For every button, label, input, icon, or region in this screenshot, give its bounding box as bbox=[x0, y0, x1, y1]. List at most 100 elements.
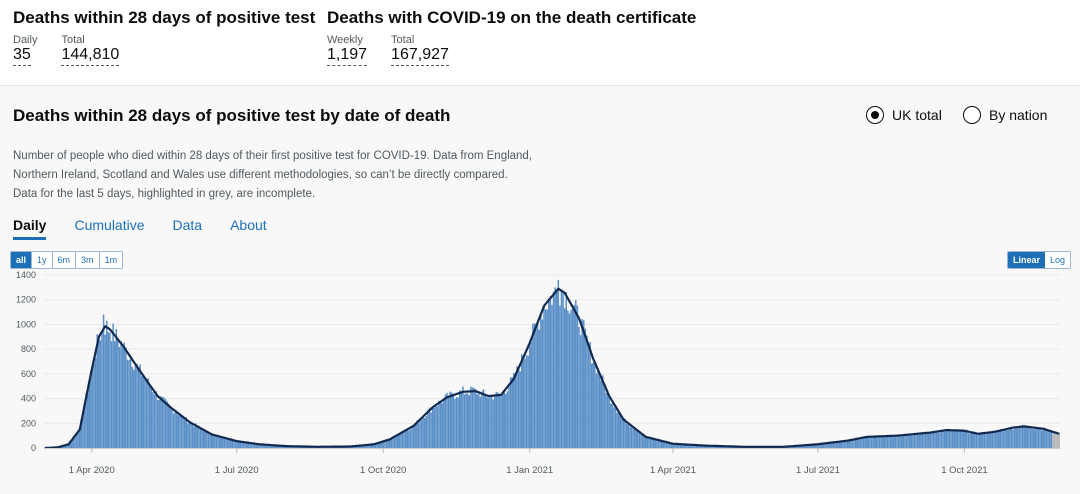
daily-deaths-bar bbox=[526, 355, 527, 448]
daily-deaths-bar bbox=[160, 396, 161, 448]
daily-deaths-bar bbox=[947, 429, 948, 448]
daily-deaths-bar bbox=[510, 377, 511, 448]
daily-deaths-bar bbox=[209, 435, 210, 448]
daily-deaths-bar bbox=[602, 375, 603, 448]
daily-deaths-bar bbox=[593, 362, 594, 448]
daily-deaths-bar bbox=[842, 441, 843, 448]
daily-deaths-bar bbox=[130, 358, 131, 448]
daily-deaths-bar bbox=[1020, 427, 1021, 448]
daily-deaths-bar bbox=[985, 434, 986, 448]
daily-deaths-bar bbox=[473, 388, 474, 448]
daily-deaths-bar bbox=[615, 408, 616, 448]
daily-deaths-bar bbox=[577, 306, 578, 448]
daily-deaths-bar bbox=[131, 367, 132, 448]
daily-deaths-bar bbox=[165, 399, 166, 448]
daily-deaths-bar bbox=[984, 432, 985, 448]
daily-deaths-bar bbox=[504, 392, 505, 448]
daily-deaths-bar bbox=[151, 388, 152, 448]
y-tick-label: 0 bbox=[31, 443, 36, 453]
daily-deaths-bar bbox=[484, 394, 485, 448]
daily-deaths-bar bbox=[928, 432, 929, 448]
daily-deaths-bar bbox=[548, 299, 549, 448]
daily-deaths-bar bbox=[856, 439, 857, 448]
daily-deaths-bar bbox=[874, 436, 875, 448]
daily-deaths-bar bbox=[523, 360, 524, 448]
daily-deaths-bar bbox=[934, 433, 935, 448]
daily-deaths-bar bbox=[887, 436, 888, 448]
daily-deaths-bar bbox=[440, 402, 441, 448]
daily-deaths-bar bbox=[400, 433, 401, 448]
daily-deaths-bar bbox=[163, 397, 164, 448]
daily-deaths-bar bbox=[453, 396, 454, 448]
daily-deaths-bar bbox=[476, 394, 477, 448]
daily-deaths-bar bbox=[488, 398, 489, 448]
daily-deaths-bar bbox=[434, 408, 435, 448]
daily-deaths-bar bbox=[228, 439, 229, 448]
daily-deaths-bar bbox=[1023, 426, 1024, 448]
daily-deaths-bar bbox=[122, 347, 123, 448]
daily-deaths-bar bbox=[941, 430, 942, 448]
daily-deaths-bar bbox=[449, 392, 450, 448]
daily-deaths-bar bbox=[558, 280, 559, 448]
daily-deaths-bar bbox=[127, 359, 128, 448]
daily-deaths-bar bbox=[953, 430, 954, 448]
daily-deaths-bar bbox=[969, 433, 970, 448]
daily-deaths-bar bbox=[427, 410, 428, 448]
daily-deaths-bar bbox=[629, 426, 630, 448]
daily-deaths-bar bbox=[513, 373, 514, 448]
daily-deaths-bar bbox=[205, 430, 206, 448]
daily-deaths-bar bbox=[955, 430, 956, 448]
daily-deaths-bar bbox=[480, 397, 481, 448]
daily-deaths-bar bbox=[395, 436, 396, 448]
daily-deaths-bar bbox=[651, 439, 652, 448]
daily-deaths-bar bbox=[399, 435, 400, 448]
daily-deaths-bar bbox=[858, 439, 859, 448]
daily-deaths-bar bbox=[952, 430, 953, 448]
y-tick-label: 1400 bbox=[16, 270, 36, 280]
daily-deaths-bar bbox=[173, 413, 174, 448]
daily-deaths-bar bbox=[933, 432, 934, 448]
daily-deaths-bar bbox=[391, 439, 392, 448]
daily-deaths-bar bbox=[198, 426, 199, 448]
daily-deaths-bar bbox=[435, 406, 436, 448]
daily-deaths-bar bbox=[575, 300, 576, 448]
daily-deaths-bar bbox=[920, 433, 921, 448]
daily-deaths-bar bbox=[580, 335, 581, 448]
daily-deaths-bar bbox=[182, 416, 183, 448]
daily-deaths-bar bbox=[569, 313, 570, 448]
daily-deaths-bar bbox=[454, 399, 455, 448]
daily-deaths-bar bbox=[939, 432, 940, 448]
daily-deaths-bar bbox=[909, 436, 910, 448]
daily-deaths-bar bbox=[901, 435, 902, 448]
daily-deaths-bar bbox=[922, 432, 923, 448]
daily-deaths-bar bbox=[639, 433, 640, 448]
daily-deaths-bar bbox=[216, 435, 217, 448]
daily-deaths-bar bbox=[589, 342, 590, 448]
daily-deaths-bar bbox=[92, 364, 93, 448]
daily-deaths-bar bbox=[869, 436, 870, 448]
daily-deaths-bar bbox=[492, 400, 493, 448]
daily-deaths-bar bbox=[993, 431, 994, 448]
daily-deaths-bar bbox=[462, 387, 463, 448]
daily-deaths-bar bbox=[981, 434, 982, 448]
daily-deaths-bar bbox=[895, 437, 896, 448]
daily-deaths-bar bbox=[915, 434, 916, 448]
daily-deaths-bar bbox=[392, 438, 393, 448]
daily-deaths-bar bbox=[965, 430, 966, 448]
daily-deaths-bar bbox=[208, 433, 209, 448]
daily-deaths-bar bbox=[621, 417, 622, 448]
daily-deaths-bar bbox=[884, 436, 885, 448]
daily-deaths-bar bbox=[397, 436, 398, 448]
daily-deaths-bar bbox=[187, 423, 188, 448]
daily-deaths-bar bbox=[101, 330, 102, 448]
daily-deaths-bar bbox=[903, 435, 904, 448]
daily-deaths-bar bbox=[437, 406, 438, 448]
daily-deaths-bar bbox=[957, 429, 958, 448]
daily-deaths-bar bbox=[1049, 430, 1050, 448]
daily-deaths-bar bbox=[942, 430, 943, 448]
daily-deaths-bar bbox=[90, 373, 91, 448]
daily-deaths-bar bbox=[414, 424, 415, 448]
daily-deaths-bar bbox=[535, 324, 536, 448]
daily-deaths-bar bbox=[120, 341, 121, 448]
daily-deaths-bar bbox=[1030, 428, 1031, 448]
